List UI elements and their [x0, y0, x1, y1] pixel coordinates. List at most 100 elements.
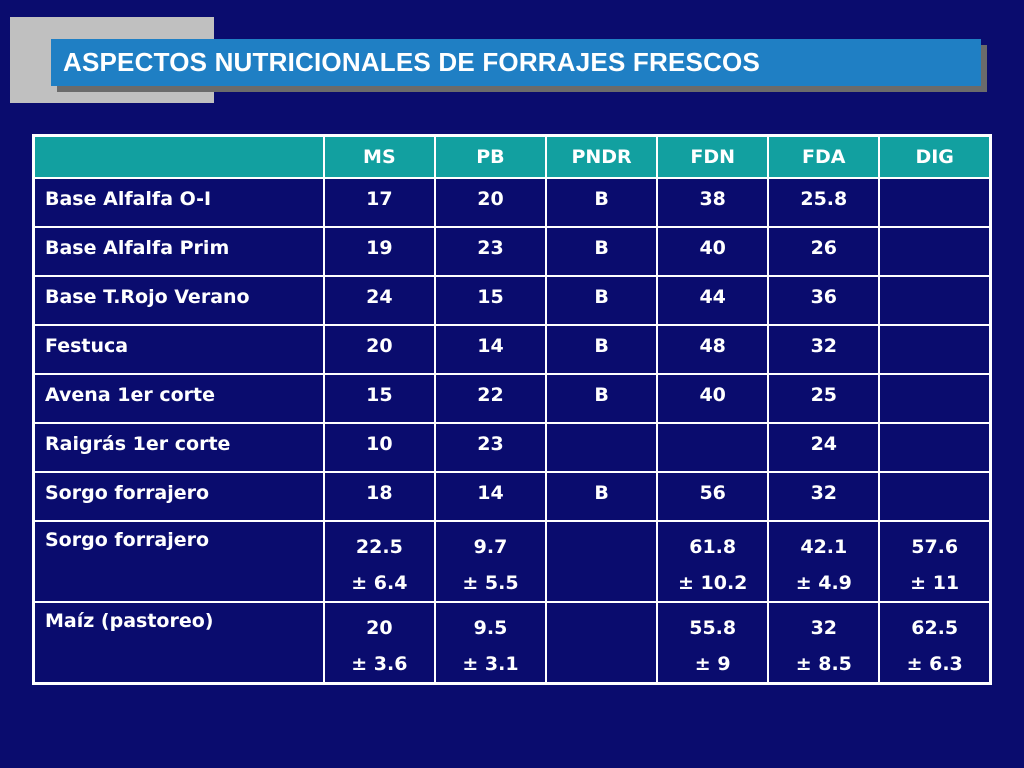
cell-value: 17: [366, 188, 393, 210]
table-cell: [878, 275, 992, 326]
cell-deviation: ± 4.9: [795, 572, 852, 594]
table-cell: 25: [767, 373, 881, 424]
cell-value: B: [594, 286, 609, 308]
cell-value: 40: [699, 384, 726, 406]
header-cell-empty: [32, 134, 325, 179]
column-header: FDA: [767, 134, 881, 179]
table-row: Sorgo forrajero 18 14 B 56 32: [32, 471, 992, 522]
cell-deviation: ± 8.5: [795, 653, 852, 675]
table-cell: [878, 422, 992, 473]
table-cell: 56: [656, 471, 770, 522]
table-cell: 32: [767, 471, 881, 522]
cell-value: 20: [366, 617, 393, 639]
table-cell: 22: [433, 373, 548, 424]
table-cell: 62.5 ± 6.3: [878, 601, 992, 685]
cell-value: 14: [477, 482, 504, 504]
cell-value: B: [594, 188, 609, 210]
table-cell: 55.8 ± 9: [656, 601, 770, 685]
cell-value: 22.5: [355, 536, 403, 558]
cell-value: 61.8: [689, 536, 737, 558]
cell-value: 24: [366, 286, 393, 308]
table-cell: 32: [767, 324, 881, 375]
table-cell: [545, 520, 659, 603]
cell-value: 32: [810, 482, 838, 504]
table-cell: 32 ± 8.5: [767, 601, 881, 685]
table-cell: 36: [767, 275, 881, 326]
table-cell: 57.6 ± 11: [878, 520, 992, 603]
row-label: Raigrás 1er corte: [32, 422, 325, 473]
cell-deviation: ± 10.2: [677, 572, 748, 594]
row-label: Sorgo forrajero: [32, 520, 325, 603]
cell-value: 55.8: [689, 617, 737, 639]
cell-value: 23: [477, 433, 504, 455]
cell-value: 10: [366, 433, 393, 455]
title-bar: ASPECTOS NUTRICIONALES DE FORRAJES FRESC…: [51, 39, 981, 86]
table-cell: 42.1 ± 4.9: [767, 520, 881, 603]
table-cell: B: [545, 373, 659, 424]
table-cell: 26: [767, 226, 881, 277]
table-cell: 17: [322, 177, 436, 228]
table-cell: 9.5 ± 3.1: [433, 601, 548, 685]
table-row: Sorgo forrajero 22.5 ± 6.4 9.7 ± 5.5 61.8 ± 10…: [32, 520, 992, 603]
table-cell: B: [545, 275, 659, 326]
table-cell: [878, 471, 992, 522]
cell-value: 32: [810, 335, 838, 357]
column-header: PB: [433, 134, 548, 179]
cell-value: 25: [810, 384, 838, 406]
cell-value: 25.8: [800, 188, 848, 210]
cell-value: B: [594, 482, 609, 504]
cell-value: 32: [810, 617, 838, 639]
table-cell: [545, 601, 659, 685]
cell-value: 19: [366, 237, 393, 259]
table-cell: B: [545, 324, 659, 375]
cell-value: 57.6: [911, 536, 959, 558]
table-cell: 24: [767, 422, 881, 473]
table-cell: B: [545, 226, 659, 277]
cell-value: 9.5: [473, 617, 508, 639]
row-label: Base Alfalfa O-I: [32, 177, 325, 228]
table-row: Base T.Rojo Verano 24 15 B 44 36: [32, 275, 992, 326]
table-cell: 23: [433, 422, 548, 473]
table-row: Base Alfalfa Prim 19 23 B 40 26: [32, 226, 992, 277]
table-cell: [878, 373, 992, 424]
cell-deviation: ± 11: [910, 572, 960, 594]
table-cell: 22.5 ± 6.4: [322, 520, 436, 603]
table-cell: 19: [322, 226, 436, 277]
row-label: Sorgo forrajero: [32, 471, 325, 522]
page-title: ASPECTOS NUTRICIONALES DE FORRAJES FRESC…: [63, 47, 761, 77]
table-cell: 23: [433, 226, 548, 277]
cell-deviation: ± 6.4: [351, 572, 408, 594]
table-cell: 14: [433, 324, 548, 375]
table-cell: [878, 177, 992, 228]
cell-value: 40: [699, 237, 726, 259]
cell-value: B: [594, 335, 609, 357]
row-label: Base T.Rojo Verano: [32, 275, 325, 326]
table-cell: 40: [656, 373, 770, 424]
cell-deviation: ± 6.3: [906, 653, 963, 675]
table-cell: [878, 324, 992, 375]
table-cell: 20: [433, 177, 548, 228]
column-header: FDN: [656, 134, 770, 179]
table-row: Raigrás 1er corte 10 23 24: [32, 422, 992, 473]
table-cell: B: [545, 471, 659, 522]
row-label: Festuca: [32, 324, 325, 375]
table-cell: 61.8 ± 10.2: [656, 520, 770, 603]
cell-value: 56: [699, 482, 726, 504]
cell-value: 42.1: [800, 536, 848, 558]
cell-value: 24: [810, 433, 838, 455]
column-header: MS: [322, 134, 436, 179]
table-body: Base Alfalfa O-I 17 20 B 38 25.8 Base Alfalfa …: [32, 177, 992, 685]
cell-value: B: [594, 237, 609, 259]
table-cell: 40: [656, 226, 770, 277]
cell-value: 44: [699, 286, 726, 308]
table-cell: 20 ± 3.6: [322, 601, 436, 685]
row-label: Base Alfalfa Prim: [32, 226, 325, 277]
table-cell: 48: [656, 324, 770, 375]
row-label: Maíz (pastoreo): [32, 601, 325, 685]
cell-value: 14: [477, 335, 504, 357]
forage-table: MS PB PNDR FDN FDA DIG Base Alfalfa O-I 17 20 B 3…: [32, 134, 992, 685]
cell-value: 20: [366, 335, 393, 357]
table-cell: 38: [656, 177, 770, 228]
cell-value: 23: [477, 237, 504, 259]
